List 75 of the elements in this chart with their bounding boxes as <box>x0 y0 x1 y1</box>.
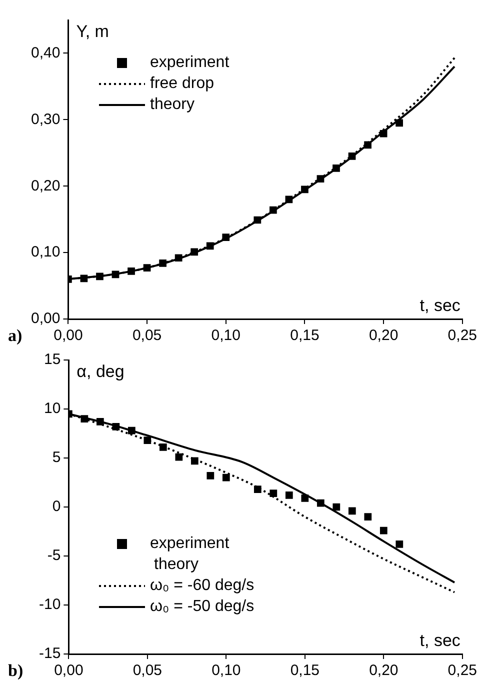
point <box>316 175 324 182</box>
point <box>80 415 88 422</box>
x-tick-label: 0,10 <box>212 662 241 680</box>
x-tick-label: 0,20 <box>369 662 398 680</box>
point <box>364 513 372 520</box>
point <box>144 436 152 444</box>
legend-label: experiment <box>150 534 230 554</box>
text: a) <box>8 326 22 346</box>
legend-label: ω₀ = -60 deg/s <box>150 576 254 596</box>
text: b) <box>8 661 24 681</box>
point <box>380 130 388 138</box>
x-tick-label: 0,15 <box>290 662 320 680</box>
x-tick-label: 0,20 <box>368 327 398 344</box>
point <box>112 270 120 278</box>
point <box>159 444 167 451</box>
x-axis-title: t, sec <box>420 296 461 316</box>
x-tick-label: 0,25 <box>448 327 478 344</box>
point <box>190 457 198 465</box>
y-tick-label: 0,40 <box>30 44 60 62</box>
legend-title: theory <box>153 555 200 575</box>
y-tick-label: -10 <box>38 596 61 614</box>
point <box>270 490 278 497</box>
point <box>285 492 293 499</box>
point <box>285 196 293 204</box>
point <box>348 152 356 160</box>
legend-label: ω₀ = -50 deg/s <box>150 597 254 617</box>
point <box>254 216 262 224</box>
point <box>112 422 120 430</box>
x-tick-label: 0,05 <box>132 662 162 680</box>
point <box>270 206 277 214</box>
point <box>332 503 340 511</box>
y-tick-label: 10 <box>44 400 61 418</box>
point <box>128 426 136 434</box>
point <box>206 242 214 250</box>
point <box>316 499 324 507</box>
legend-label: theory <box>150 95 194 115</box>
x-tick-label: 0,05 <box>132 327 162 344</box>
y-tick-label: 5 <box>52 449 61 466</box>
point <box>301 186 308 194</box>
point <box>380 526 388 534</box>
point <box>332 164 340 172</box>
x-tick-label: 0,10 <box>211 327 240 344</box>
point <box>222 234 230 241</box>
point <box>206 472 214 480</box>
y-tick-label: -5 <box>47 547 61 564</box>
y-tick-label: 0,10 <box>30 244 60 261</box>
point <box>128 267 135 275</box>
x-tick-label: 0,15 <box>290 327 320 344</box>
y-tick-label: 0,30 <box>30 110 60 128</box>
x-axis-title: t, sec <box>420 631 461 650</box>
point <box>254 486 262 494</box>
point <box>396 119 404 127</box>
point <box>143 264 151 272</box>
y-tick-label: 15 <box>44 351 61 368</box>
y-tick-label: 0,00 <box>30 310 60 328</box>
legend-label: free drop <box>150 74 214 94</box>
point <box>96 418 104 426</box>
point <box>364 141 372 149</box>
point <box>96 272 104 280</box>
point <box>348 507 356 515</box>
y-tick-label: 0 <box>52 498 61 516</box>
point <box>159 260 166 267</box>
point <box>80 274 88 282</box>
point <box>301 494 309 502</box>
y-tick-label: 0,20 <box>30 177 60 194</box>
x-tick-label: 0,25 <box>448 662 478 680</box>
point <box>396 540 404 548</box>
y-axis-title: α, deg <box>76 362 124 382</box>
y-tick-label: -15 <box>38 645 61 662</box>
point <box>175 453 183 461</box>
point <box>222 474 230 482</box>
y-axis-title: Y, m <box>76 22 109 42</box>
legend-label: experiment <box>150 53 230 73</box>
point <box>190 248 198 256</box>
point <box>174 254 182 262</box>
